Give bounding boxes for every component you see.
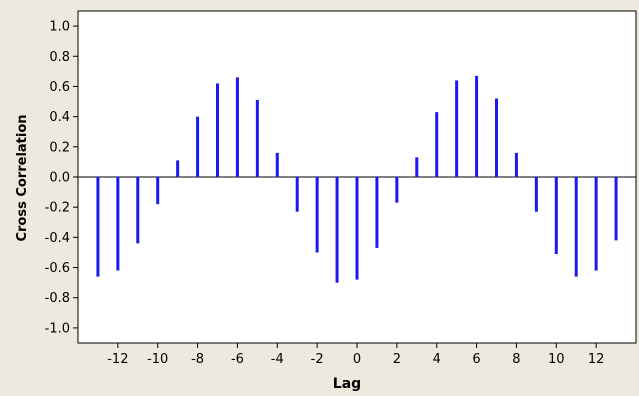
x-tick-label: 4 bbox=[433, 352, 441, 367]
y-axis: -1.0 -0.8 -0.6 -0.4 -0.2 0.0 0.2 0.4 0.6 0.8 1.0 bbox=[45, 20, 78, 336]
correlation-bar bbox=[335, 177, 339, 283]
correlation-bar bbox=[96, 177, 100, 277]
y-tick-label: -0.4 bbox=[45, 231, 70, 246]
correlation-bar bbox=[156, 177, 160, 205]
y-tick-label: -0.6 bbox=[45, 261, 70, 276]
correlation-bar bbox=[196, 116, 200, 177]
correlation-bar bbox=[375, 177, 379, 248]
correlation-bar bbox=[295, 177, 299, 212]
correlation-bar bbox=[534, 177, 538, 212]
correlation-bar bbox=[614, 177, 618, 241]
y-tick-label: -0.2 bbox=[45, 201, 70, 216]
bar-series bbox=[96, 75, 618, 283]
correlation-bar bbox=[235, 77, 239, 177]
correlation-bar bbox=[415, 157, 419, 177]
correlation-bar bbox=[275, 152, 279, 177]
y-tick-label: 0.4 bbox=[49, 110, 70, 125]
y-tick-label: 1.0 bbox=[49, 20, 70, 35]
x-tick-label: 10 bbox=[548, 352, 565, 367]
x-tick-label: 12 bbox=[588, 352, 605, 367]
x-tick-label: -12 bbox=[107, 352, 128, 367]
correlation-bar bbox=[176, 160, 180, 177]
correlation-bar bbox=[355, 177, 359, 280]
correlation-bar bbox=[475, 75, 479, 177]
y-tick-label: 0.2 bbox=[49, 140, 70, 155]
correlation-bar bbox=[255, 100, 259, 177]
correlation-bar bbox=[216, 83, 219, 177]
correlation-bar bbox=[116, 177, 120, 271]
x-tick-label: 6 bbox=[472, 352, 480, 367]
correlation-bar bbox=[554, 177, 558, 254]
correlation-bar bbox=[574, 177, 578, 277]
correlation-bar bbox=[395, 177, 399, 203]
x-axis: -12 -10 -8 -6 -4 -2 0 2 4 6 8 10 12 bbox=[107, 343, 604, 367]
correlation-bar bbox=[495, 98, 498, 177]
x-tick-label: -6 bbox=[231, 352, 244, 367]
y-tick-label: 0.0 bbox=[49, 171, 70, 186]
y-tick-label: 0.8 bbox=[49, 50, 70, 65]
correlation-bar bbox=[514, 152, 518, 177]
x-tick-label: -2 bbox=[311, 352, 324, 367]
correlation-bar bbox=[136, 177, 140, 244]
x-axis-label: Lag bbox=[333, 376, 361, 392]
correlation-bar bbox=[315, 177, 319, 253]
x-tick-label: -8 bbox=[191, 352, 204, 367]
x-tick-label: -10 bbox=[147, 352, 168, 367]
x-tick-label: 2 bbox=[393, 352, 401, 367]
y-axis-label: Cross Correlation bbox=[15, 114, 30, 241]
y-tick-label: 0.6 bbox=[49, 80, 70, 95]
y-tick-label: -1.0 bbox=[45, 321, 70, 336]
correlation-bar bbox=[435, 112, 439, 177]
correlation-bar bbox=[455, 80, 459, 177]
y-tick-label: -0.8 bbox=[45, 291, 70, 306]
x-tick-label: -4 bbox=[271, 352, 284, 367]
correlation-bar bbox=[594, 177, 598, 271]
x-tick-label: 8 bbox=[512, 352, 520, 367]
x-tick-label: 0 bbox=[353, 352, 361, 367]
